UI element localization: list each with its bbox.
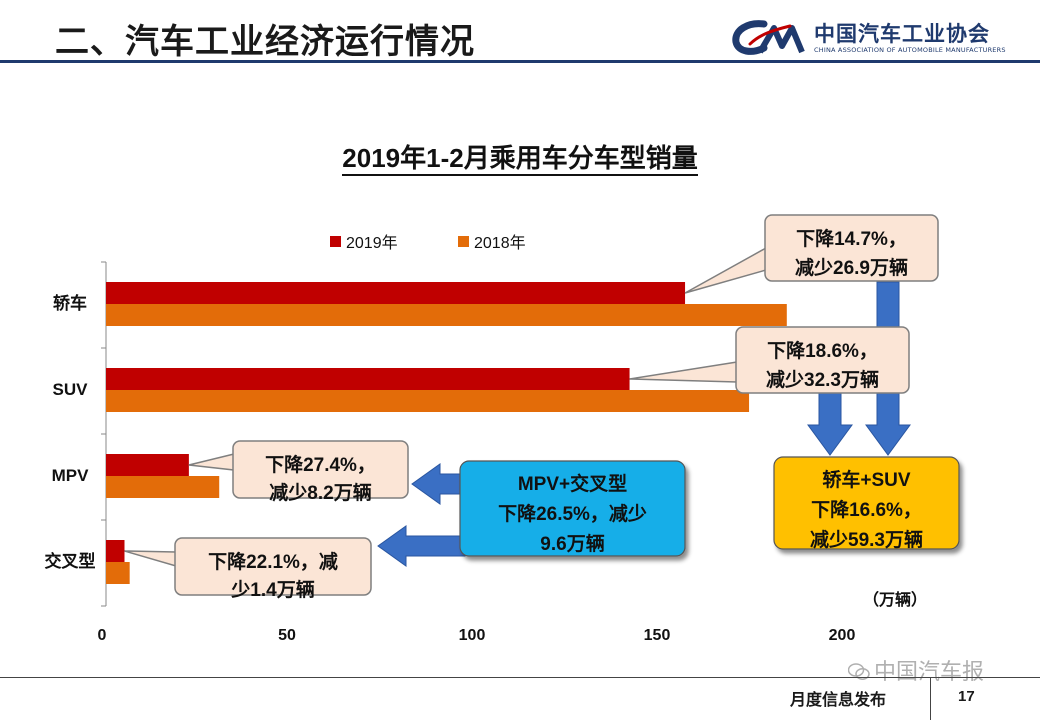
sedan-suv-summary: 轿车+SUV 下降16.6%， 减少59.3万辆 xyxy=(773,456,960,551)
mpv-left-arrow xyxy=(411,463,466,505)
callout-text: 下降22.1%，减 xyxy=(208,550,338,573)
header-divider xyxy=(0,60,1040,63)
logo-chinese-name: 中国汽车工业协会 xyxy=(814,22,990,46)
callout-text: 下降27.4%， xyxy=(265,453,376,476)
callout-text: 下降18.6%， xyxy=(767,339,878,362)
callout-pointer xyxy=(124,550,177,567)
x-tick-label: 200 xyxy=(829,627,856,644)
legend-label: 2019年 xyxy=(346,234,398,252)
x-tick-label: 0 xyxy=(98,627,107,644)
mpv-cross-summary-text: 下降26.5%，减少 xyxy=(498,502,647,525)
page-title: 二、汽车工业经济运行情况 xyxy=(55,22,475,62)
chart-title: 2019年1-2月乘用车分车型销量 xyxy=(342,143,698,176)
legend-label: 2018年 xyxy=(474,234,526,252)
bar-2019 xyxy=(106,368,630,390)
watermark-text: 中国汽车报 xyxy=(874,660,985,685)
category-label: 交叉型 xyxy=(45,551,96,571)
callout-text: 减少8.2万辆 xyxy=(269,481,371,504)
bar-2018 xyxy=(106,562,130,584)
page-number: 17 xyxy=(958,688,975,705)
category-label: SUV xyxy=(53,380,89,399)
callout-pointer xyxy=(188,453,235,471)
mpv-cross-summary-text: MPV+交叉型 xyxy=(518,472,627,495)
watermark: 中国汽车报 xyxy=(848,654,984,686)
bar-2018 xyxy=(106,390,750,412)
legend-swatch xyxy=(458,236,469,247)
callout-suv: 下降18.6%， 减少32.3万辆 xyxy=(629,326,910,394)
sedan-suv-summary-text: 下降16.6%， xyxy=(811,498,922,521)
callout-pointer xyxy=(684,246,767,294)
callout-box xyxy=(232,440,409,499)
callout-box xyxy=(764,214,939,282)
mpv-cross-summary-box xyxy=(459,460,686,557)
callout-text: 少1.4万辆 xyxy=(230,578,314,601)
logo-english-name: CHINA ASSOCIATION OF AUTOMOBILE MANUFACT… xyxy=(814,46,1006,54)
sedan-suv-summary-box xyxy=(773,456,960,550)
callout-text: 下降14.7%， xyxy=(796,227,907,250)
cross-left-arrow xyxy=(377,525,466,567)
chart-title-wrap: 2019年1-2月乘用车分车型销量 xyxy=(0,138,1040,176)
legend-swatch xyxy=(330,236,341,247)
callout-text: 减少32.3万辆 xyxy=(766,368,879,391)
callout-text: 减少26.9万辆 xyxy=(795,256,908,279)
category-label: 轿车 xyxy=(53,293,87,313)
wechat-icon xyxy=(848,663,870,680)
sedan-suv-summary-text: 减少59.3万辆 xyxy=(810,528,923,551)
footer-separator xyxy=(930,678,931,720)
x-tick-label: 100 xyxy=(459,627,486,644)
bar-2019 xyxy=(106,282,686,304)
mpv-cross-summary-text: 9.6万辆 xyxy=(540,532,604,555)
footer-label: 月度信息发布 xyxy=(790,690,887,709)
sedan-suv-summary-text: 轿车+SUV xyxy=(822,468,910,491)
bar-2019 xyxy=(106,540,125,562)
category-label: MPV xyxy=(52,466,90,485)
callout-mpv: 下降27.4%， 减少8.2万辆 xyxy=(188,440,409,504)
bar-2018 xyxy=(106,304,787,326)
bar-2018 xyxy=(106,476,220,498)
callout-pointer xyxy=(629,361,738,383)
callout-box xyxy=(735,326,910,394)
caam-logo: 中国汽车工业协会 CHINA ASSOCIATION OF AUTOMOBILE… xyxy=(730,16,1030,60)
suv-down-arrow xyxy=(807,391,853,456)
caam-logo-icon xyxy=(732,20,805,55)
x-tick-label: 150 xyxy=(644,627,671,644)
unit-label: （万辆） xyxy=(863,590,927,609)
callout-box xyxy=(174,537,372,596)
x-tick-label: 50 xyxy=(278,627,296,644)
bar-2019 xyxy=(106,454,189,476)
callout-sedan: 下降14.7%， 减少26.9万辆 xyxy=(684,214,939,294)
callout-cross: 下降22.1%，减少1.4万辆 xyxy=(124,537,372,601)
footer-divider xyxy=(0,677,1040,678)
